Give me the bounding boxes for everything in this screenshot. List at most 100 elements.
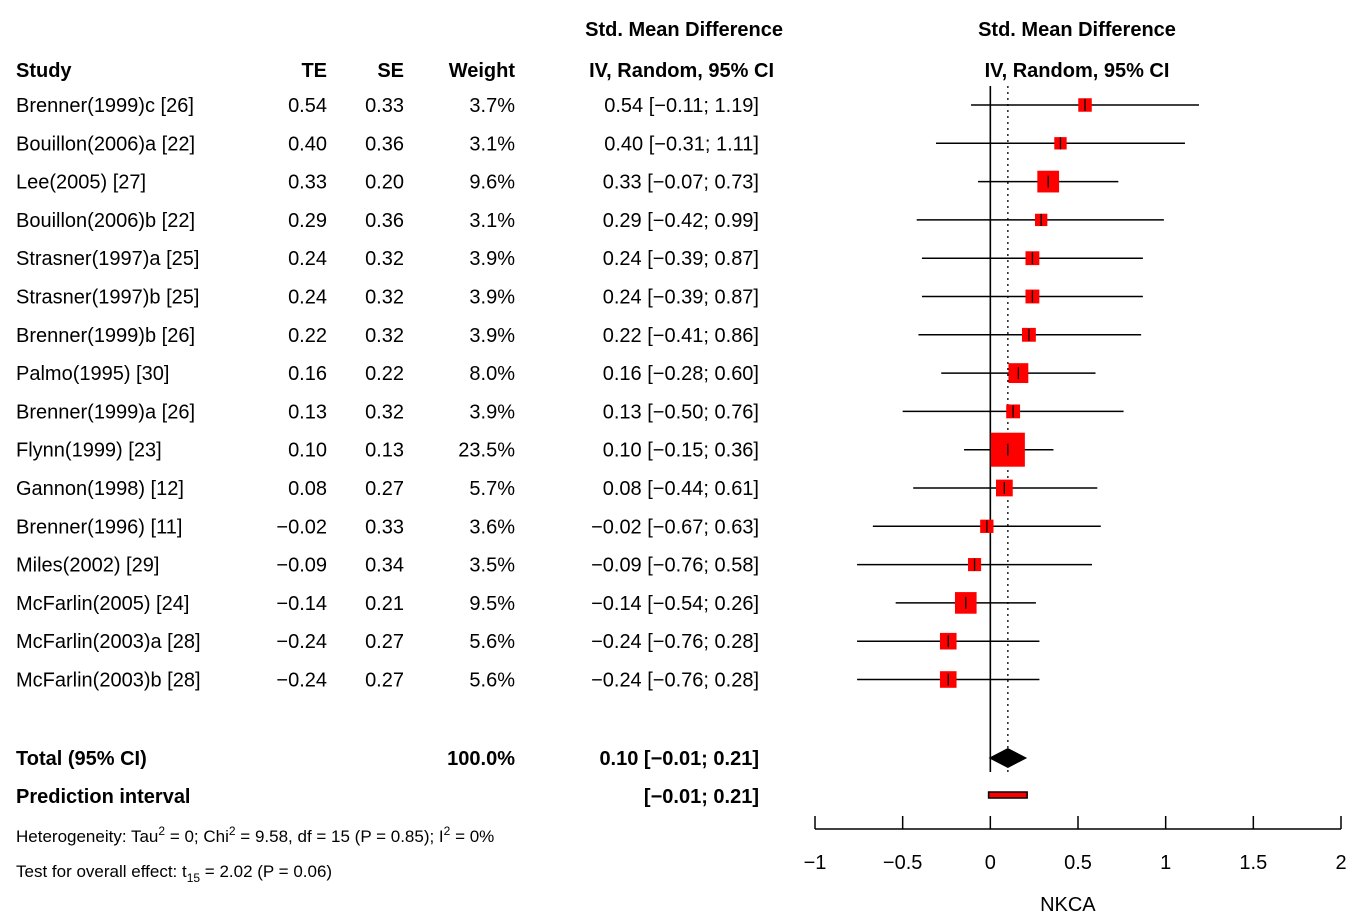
- study-row: Gannon(1998) [12] 0.08 0.27 5.7% 0.08 [−0.44…: [16, 478, 759, 500]
- study-ci: −0.02 [−0.67; 0.63]: [591, 516, 759, 538]
- total-ci: 0.10 [−0.01; 0.21]: [599, 748, 759, 770]
- study-weight: 8.0%: [469, 363, 515, 385]
- study-se: 0.27: [365, 670, 404, 692]
- study-name: McFarlin(2005) [24]: [16, 593, 189, 615]
- x-tick-label: 0.5: [1064, 852, 1092, 874]
- study-name: Flynn(1999) [23]: [16, 440, 162, 462]
- x-tick-label: −0.5: [883, 852, 922, 874]
- study-row: Flynn(1999) [23] 0.10 0.13 23.5% 0.10 [−0.15…: [16, 440, 759, 462]
- study-te: 0.16: [288, 363, 327, 385]
- x-tick-label: 0: [985, 852, 996, 874]
- study-ci: 0.08 [−0.44; 0.61]: [603, 478, 759, 500]
- study-name: Bouillon(2006)a [22]: [16, 133, 195, 155]
- study-se: 0.32: [365, 287, 404, 309]
- x-tick-label: 1: [1160, 852, 1171, 874]
- study-se: 0.32: [365, 325, 404, 347]
- study-weight: 3.7%: [469, 95, 515, 117]
- study-se: 0.21: [365, 593, 404, 615]
- study-row: Lee(2005) [27] 0.33 0.20 9.6% 0.33 [−0.07; 0…: [16, 172, 759, 194]
- study-weight: 9.6%: [469, 172, 515, 194]
- plot-area: −1 −0.5 0 0.5 1 1.5 2 NKCA: [804, 86, 1347, 916]
- study-ci: 0.10 [−0.15; 0.36]: [603, 440, 759, 462]
- study-se: 0.20: [365, 172, 404, 194]
- study-weight: 23.5%: [458, 440, 515, 462]
- study-name: Lee(2005) [27]: [16, 172, 146, 194]
- study-se: 0.32: [365, 401, 404, 423]
- study-se: 0.33: [365, 95, 404, 117]
- study-row: McFarlin(2003)a [28] −0.24 0.27 5.6% −0.24 […: [16, 631, 759, 653]
- x-tick-label: −1: [804, 852, 827, 874]
- total-weight: 100.0%: [447, 748, 515, 770]
- x-axis: −1 −0.5 0 0.5 1 1.5 2: [804, 816, 1347, 874]
- study-row: Strasner(1997)a [25] 0.24 0.32 3.9% 0.24 [−0…: [16, 248, 759, 270]
- study-se: 0.34: [365, 555, 404, 577]
- study-name: McFarlin(2003)b [28]: [16, 670, 201, 692]
- study-se: 0.36: [365, 210, 404, 232]
- study-ci: 0.29 [−0.42; 0.99]: [603, 210, 759, 232]
- study-ci: 0.24 [−0.39; 0.87]: [603, 248, 759, 270]
- study-row: Brenner(1996) [11] −0.02 0.33 3.6% −0.02 [−0…: [16, 516, 759, 538]
- study-name: Brenner(1999)b [26]: [16, 325, 195, 347]
- study-name: Palmo(1995) [30]: [16, 363, 169, 385]
- study-te: 0.40: [288, 133, 327, 155]
- study-se: 0.36: [365, 133, 404, 155]
- study-te: −0.24: [276, 631, 327, 653]
- pooled-diamond: [988, 748, 1028, 768]
- study-weight: 3.9%: [469, 248, 515, 270]
- study-marks: [857, 98, 1199, 688]
- study-weight: 5.6%: [469, 670, 515, 692]
- smd-header-line2: IV, Random, 95% CI: [589, 60, 774, 82]
- study-se: 0.13: [365, 440, 404, 462]
- study-ci: −0.09 [−0.76; 0.58]: [591, 555, 759, 577]
- study-weight: 9.5%: [469, 593, 515, 615]
- study-name: Miles(2002) [29]: [16, 555, 159, 577]
- study-row: Miles(2002) [29] −0.09 0.34 3.5% −0.09 [−0.7…: [16, 555, 759, 577]
- study-weight: 3.5%: [469, 555, 515, 577]
- study-name: Strasner(1997)a [25]: [16, 248, 199, 270]
- x-tick-label: 2: [1335, 852, 1346, 874]
- study-ci: 0.54 [−0.11; 1.19]: [604, 95, 759, 117]
- study-te: −0.02: [276, 516, 327, 538]
- study-row: Brenner(1999)a [26] 0.13 0.32 3.9% 0.13 [−0.…: [16, 401, 759, 423]
- study-te: 0.29: [288, 210, 327, 232]
- study-rows: Brenner(1999)c [26] 0.54 0.33 3.7% 0.54 [−0.…: [16, 95, 759, 692]
- study-name: Brenner(1999)c [26]: [16, 95, 194, 117]
- study-weight: 3.9%: [469, 325, 515, 347]
- study-row: Bouillon(2006)a [22] 0.40 0.36 3.1% 0.40 [−0…: [16, 133, 759, 155]
- study-se: 0.32: [365, 248, 404, 270]
- study-weight: 3.1%: [469, 133, 515, 155]
- study-ci: −0.14 [−0.54; 0.26]: [591, 593, 759, 615]
- study-te: −0.09: [276, 555, 327, 577]
- study-ci: 0.13 [−0.50; 0.76]: [603, 401, 759, 423]
- se-header: SE: [377, 60, 404, 82]
- study-header: Study: [16, 60, 72, 82]
- study-weight: 3.6%: [469, 516, 515, 538]
- study-se: 0.27: [365, 631, 404, 653]
- study-te: 0.10: [288, 440, 327, 462]
- smd-header-line1: Std. Mean Difference: [585, 19, 783, 41]
- plot-header-line1: Std. Mean Difference: [978, 19, 1176, 41]
- study-row: Brenner(1999)c [26] 0.54 0.33 3.7% 0.54 [−0.…: [16, 95, 759, 117]
- study-row: McFarlin(2003)b [28] −0.24 0.27 5.6% −0.24 […: [16, 670, 759, 692]
- study-name: Strasner(1997)b [25]: [16, 287, 199, 309]
- study-te: −0.14: [276, 593, 327, 615]
- study-se: 0.33: [365, 516, 404, 538]
- x-tick-label: 1.5: [1239, 852, 1267, 874]
- total-label: Total (95% CI): [16, 748, 147, 770]
- study-ci: −0.24 [−0.76; 0.28]: [591, 670, 759, 692]
- study-name: Bouillon(2006)b [22]: [16, 210, 195, 232]
- study-name: Brenner(1999)a [26]: [16, 401, 195, 423]
- study-te: −0.24: [276, 670, 327, 692]
- prediction-interval-bar: [987, 791, 1028, 799]
- study-weight: 3.1%: [469, 210, 515, 232]
- study-name: Brenner(1996) [11]: [16, 516, 182, 538]
- x-axis-label: NKCA: [1040, 894, 1096, 916]
- prediction-label: Prediction interval: [16, 786, 191, 808]
- study-row: McFarlin(2005) [24] −0.14 0.21 9.5% −0.14 [−…: [16, 593, 759, 615]
- study-weight: 3.9%: [469, 287, 515, 309]
- study-se: 0.22: [365, 363, 404, 385]
- study-te: 0.24: [288, 248, 327, 270]
- te-header: TE: [301, 60, 327, 82]
- heterogeneity-text: Heterogeneity: Tau2 = 0; Chi2 = 9.58, df…: [16, 824, 494, 846]
